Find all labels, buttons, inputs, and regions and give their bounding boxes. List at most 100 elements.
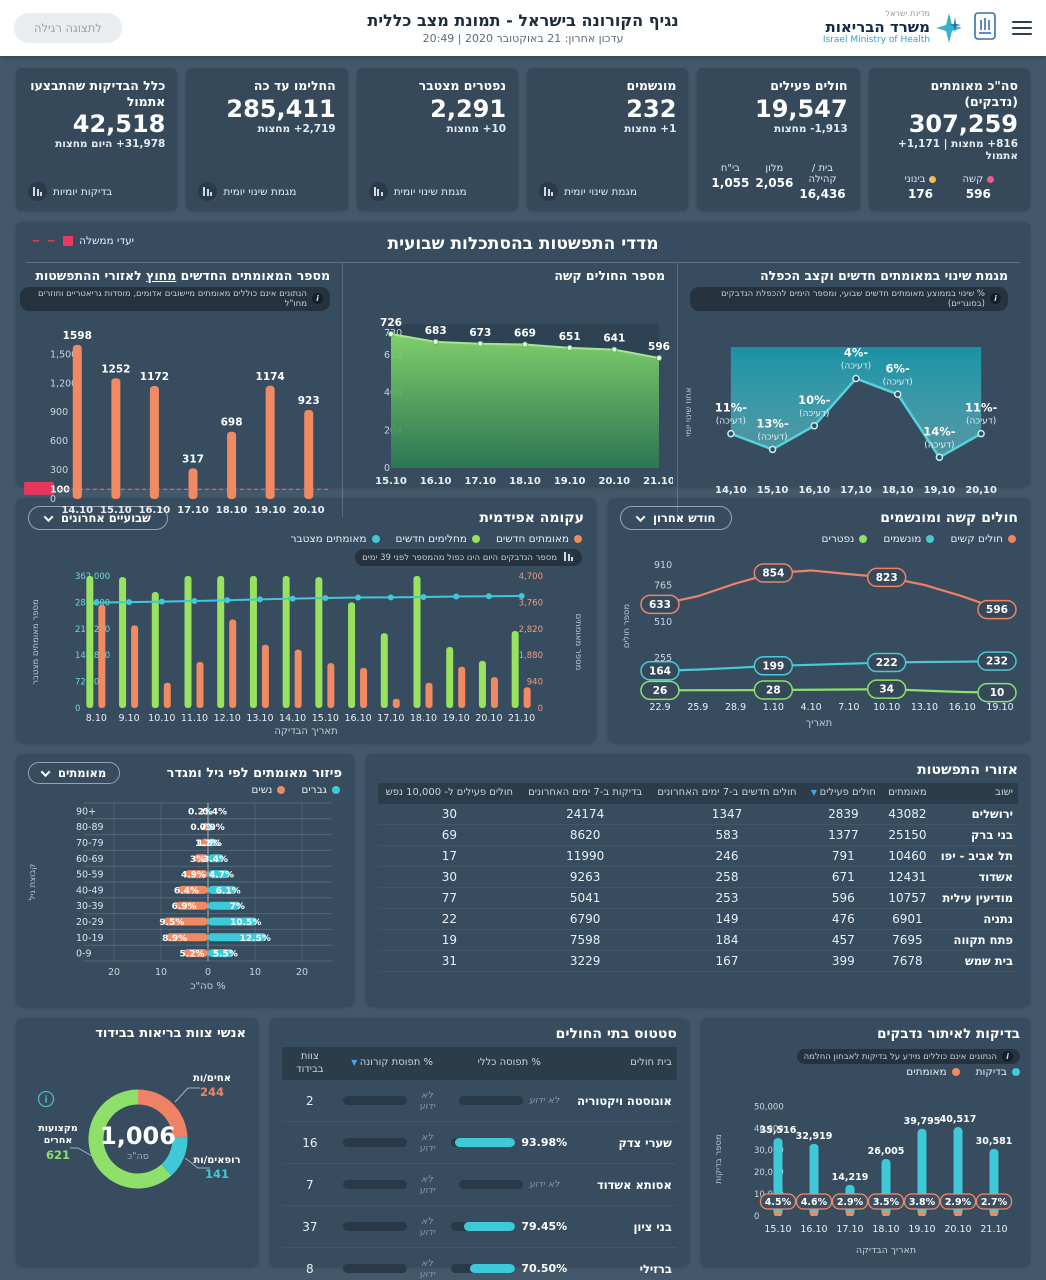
column-header[interactable]: בית חולים — [572, 1047, 677, 1080]
column-header[interactable]: ישוב — [932, 783, 1018, 804]
hospital-name: אסותא אשדוד — [572, 1163, 677, 1206]
kpi-value: 307,259 — [908, 110, 1018, 139]
kpi-title: כלל הבדיקות שהתבצעו אתמול — [30, 78, 166, 109]
kpi-title: מונשמים — [626, 78, 677, 93]
kpi-trend-link[interactable]: בדיקות יומיות — [28, 182, 165, 201]
table-row[interactable]: בני ציון 79.45% לא ידוע 37 — [282, 1205, 677, 1248]
table-cell: 8620 — [520, 824, 650, 846]
pyramid-measure-dropdown[interactable]: מאומתים — [28, 762, 121, 784]
table-row[interactable]: פתח תקווה 7695 457 184 7598 19 — [378, 929, 1018, 951]
svg-text:232: 232 — [986, 656, 1008, 668]
column-header[interactable]: חולים פעילים ▼ — [804, 783, 883, 804]
svg-text:אחים/ות: אחים/ות — [193, 1073, 231, 1084]
sort-descending-icon: ▼ — [351, 1058, 360, 1068]
column-header[interactable]: בדיקות ב-7 ימים האחרונים — [520, 783, 650, 804]
kpi-change: 816+ מחצות | 1,171+ אתמול — [898, 138, 1018, 163]
svg-text:600: 600 — [50, 436, 68, 447]
svg-text:6.4%: 6.4% — [174, 886, 199, 896]
table-cell: 258 — [649, 866, 805, 888]
kpi-footer: בית / קהילה 16,436 מלון 2,056 בי"ח 1,055 — [709, 163, 847, 201]
table-row[interactable]: נתניה 6901 476 149 6790 22 — [378, 908, 1018, 930]
column-header[interactable]: מאומתים — [882, 783, 933, 804]
hospital-name: בני ציון — [572, 1205, 677, 1248]
svg-text:20.10: 20.10 — [293, 505, 325, 516]
kpi-trend-link-label: בדיקות יומיות — [53, 185, 113, 198]
svg-text:10: 10 — [155, 967, 167, 978]
table-cell: 167 — [649, 950, 805, 972]
kpi-stat-label: בינוני — [904, 174, 937, 185]
severe-vent-period-dropdown[interactable]: חודש אחרון — [620, 506, 733, 530]
table-row[interactable]: בני ברק 25150 1377 583 8620 69 — [378, 824, 1018, 846]
legend-item[interactable]: גברים — [301, 784, 340, 796]
column-header[interactable]: חולים פעילים ל- 10,000 נפש — [378, 783, 521, 804]
svg-text:60-69: 60-69 — [76, 854, 104, 865]
svg-text:15.10: 15.10 — [100, 505, 132, 516]
table-row[interactable]: שערי צדק 93.98% לא ידוע 16 — [282, 1121, 677, 1164]
legend-item[interactable]: מאומתים חדשים — [496, 533, 582, 545]
svg-text:5.5%: 5.5% — [213, 950, 238, 960]
svg-text:1,500: 1,500 — [50, 349, 77, 360]
kpi-change: 2,719+ מחצות — [257, 122, 336, 135]
legend-dot-icon — [951, 1068, 960, 1076]
bar-chart-icon — [562, 551, 575, 564]
kpi-stat-value: 176 — [907, 187, 933, 201]
info-icon[interactable]: i — [37, 1090, 55, 1108]
legend-item[interactable]: מאומתים מצטבר — [291, 533, 380, 545]
legend-item[interactable]: חולים קשים — [950, 533, 1016, 545]
table-row[interactable]: אסותא אשדוד לא ידוע לא ידוע 7 — [282, 1163, 677, 1206]
kpi-card-0: סה"כ מאומתים (נדבקים) 307,259 816+ מחצות |… — [868, 68, 1030, 210]
column-header[interactable]: צוות בבידוד — [282, 1047, 338, 1080]
top-bar: מדינת ישראל משרד הבריאות Israel Ministry… — [0, 0, 1046, 56]
legend-item[interactable]: בדיקות — [976, 1066, 1020, 1078]
table-cell: 476 — [804, 908, 883, 930]
table-row[interactable]: בית שמש 7678 399 167 3229 31 — [378, 950, 1018, 972]
occupancy-value: לא ידוע — [419, 1173, 435, 1196]
age-gender-card: פיזור מאומתים לפי גיל ומגדר מאומתים גברי… — [16, 754, 354, 1006]
table-row[interactable]: ירושלים 43082 2839 1347 24174 30 — [378, 803, 1018, 825]
kpi-stat-label-text: מלון — [765, 163, 784, 174]
table-row[interactable]: תל אביב - יפו 10460 791 246 11990 17 — [378, 845, 1018, 867]
table-row[interactable]: אשדוד 12431 671 258 9263 30 — [378, 866, 1018, 888]
svg-text:50-59: 50-59 — [76, 870, 104, 881]
occupancy-bar — [451, 1264, 516, 1273]
regular-view-button[interactable]: לתצוגה רגילה — [14, 13, 122, 43]
epidemic-period-dropdown[interactable]: שבועיים אחרונים — [28, 506, 168, 530]
legend-item[interactable]: נשים — [251, 784, 286, 796]
legend-item[interactable]: מונשמים — [883, 533, 935, 545]
svg-text:(דעיכה): (דעיכה) — [841, 361, 871, 371]
kpi-stat: קשה 596 — [962, 174, 995, 201]
kpi-stat-value: 1,055 — [711, 176, 750, 190]
kpi-card-5: כלל הבדיקות שהתבצעו אתמול 42,518 31,978+ ה… — [16, 68, 178, 210]
svg-text:-11%: -11% — [965, 400, 998, 414]
age-gender-pyramid-chart: 0.4%0.2%+900.9%0.7%80-891.5%1.7%70-793%3… — [28, 802, 332, 992]
legend-label: מאומתים מצטבר — [290, 533, 367, 545]
kpi-trend-link[interactable]: מגמת שינוי יומית — [368, 182, 506, 201]
svg-text:16.10: 16.10 — [949, 702, 976, 713]
svg-text:22.9: 22.9 — [649, 702, 670, 713]
svg-text:מספר מאומתים: מספר מאומתים — [573, 614, 582, 671]
table-row[interactable]: אוגוסטה ויקטוריה לא ידוע לא ידוע 2 — [282, 1080, 677, 1122]
kpi-card-2: מונשמים 232 1+ מחצות מגמת שינוי יומית — [527, 68, 689, 210]
kpi-stat-value: 16,436 — [799, 187, 846, 201]
svg-text:21.10: 21.10 — [508, 713, 535, 724]
svg-text:(דעיכה): (דעיכה) — [799, 409, 829, 419]
ministry-logo[interactable]: מדינת ישראל משרד הבריאות Israel Ministry… — [823, 10, 1002, 46]
table-row[interactable]: ברזילי 70.50% לא ידוע 8 — [282, 1247, 677, 1280]
legend-item[interactable]: מחלימים חדשים — [396, 533, 480, 545]
tests-note: i הנתונים אינם כוללים מידע על בדיקות לאבח… — [796, 1049, 1020, 1064]
legend-item[interactable]: נפטרים — [822, 533, 868, 545]
kpi-trend-link[interactable]: מגמת שינוי יומית — [539, 182, 676, 201]
svg-text:1.5%: 1.5% — [197, 839, 222, 849]
svg-text:5.2%: 5.2% — [180, 950, 205, 960]
svg-text:651: 651 — [559, 331, 581, 343]
table-row[interactable]: מודיעין עילית 10757 596 253 5041 77 — [378, 887, 1018, 909]
column-header[interactable]: חולים חדשים ב-7 ימים האחרונים — [649, 783, 805, 804]
legend-item[interactable]: מאומתים — [906, 1066, 960, 1078]
column-header[interactable]: % תפוסה כללי — [446, 1047, 573, 1080]
svg-text:17.10: 17.10 — [465, 476, 497, 487]
menu-icon[interactable] — [1012, 20, 1032, 36]
kpi-trend-link-label: מגמת שינוי יומית — [223, 185, 297, 198]
column-header[interactable]: % תפוסת קורונה ▼ — [337, 1047, 447, 1080]
kpi-trend-link[interactable]: מגמת שינוי יומית — [198, 182, 335, 201]
svg-text:50,000: 50,000 — [754, 1102, 784, 1112]
